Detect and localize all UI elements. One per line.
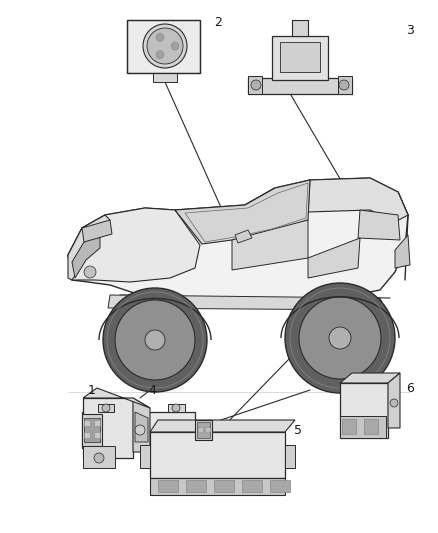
Polygon shape: [72, 232, 100, 278]
Polygon shape: [197, 422, 210, 438]
Circle shape: [171, 42, 179, 50]
Polygon shape: [308, 178, 408, 222]
Polygon shape: [338, 76, 352, 94]
Polygon shape: [108, 295, 385, 310]
Polygon shape: [153, 73, 177, 82]
Bar: [342, 419, 356, 434]
Polygon shape: [340, 373, 400, 383]
Polygon shape: [168, 404, 185, 412]
Circle shape: [329, 327, 351, 349]
Polygon shape: [175, 180, 310, 244]
Circle shape: [198, 427, 204, 433]
Bar: [364, 419, 378, 434]
Circle shape: [147, 28, 183, 64]
Bar: [158, 480, 178, 492]
Polygon shape: [150, 432, 285, 478]
Polygon shape: [195, 420, 212, 440]
Text: 3: 3: [406, 23, 414, 36]
Polygon shape: [280, 42, 320, 72]
Polygon shape: [140, 445, 150, 468]
Polygon shape: [272, 36, 328, 80]
Polygon shape: [68, 208, 200, 282]
Polygon shape: [82, 414, 102, 446]
Circle shape: [299, 297, 381, 379]
Polygon shape: [68, 178, 408, 305]
Bar: [94, 432, 100, 438]
Polygon shape: [150, 420, 295, 432]
Bar: [84, 432, 90, 438]
Circle shape: [156, 34, 164, 42]
Circle shape: [84, 266, 96, 278]
Polygon shape: [340, 383, 388, 438]
Polygon shape: [292, 20, 308, 36]
Polygon shape: [248, 78, 352, 94]
Polygon shape: [83, 398, 133, 458]
Text: 2: 2: [214, 15, 222, 28]
Polygon shape: [388, 373, 400, 428]
Circle shape: [390, 399, 398, 407]
Polygon shape: [127, 20, 200, 73]
Circle shape: [103, 288, 207, 392]
Polygon shape: [285, 445, 295, 468]
Polygon shape: [82, 220, 112, 242]
Bar: [94, 420, 100, 426]
Circle shape: [115, 300, 195, 380]
Circle shape: [102, 404, 110, 412]
Polygon shape: [358, 210, 400, 240]
Bar: [84, 420, 90, 426]
Text: 6: 6: [406, 382, 414, 394]
Circle shape: [145, 330, 165, 350]
Text: 1: 1: [88, 384, 96, 397]
Circle shape: [251, 80, 261, 90]
Polygon shape: [340, 416, 386, 438]
Circle shape: [205, 427, 211, 433]
Circle shape: [339, 80, 349, 90]
Circle shape: [172, 404, 180, 412]
Bar: [186, 480, 206, 492]
Polygon shape: [98, 404, 114, 412]
Polygon shape: [83, 446, 115, 468]
Polygon shape: [150, 478, 285, 495]
Text: 5: 5: [294, 424, 302, 437]
Circle shape: [135, 425, 145, 435]
Bar: [242, 480, 262, 492]
Circle shape: [285, 283, 395, 393]
Circle shape: [94, 453, 104, 463]
Polygon shape: [84, 418, 100, 442]
Polygon shape: [82, 412, 195, 448]
Polygon shape: [232, 220, 308, 270]
Text: 4: 4: [148, 384, 156, 397]
Polygon shape: [235, 230, 252, 243]
Polygon shape: [395, 235, 410, 268]
Circle shape: [156, 51, 164, 59]
Polygon shape: [248, 76, 262, 94]
Polygon shape: [133, 398, 150, 452]
Circle shape: [143, 24, 187, 68]
Polygon shape: [308, 238, 360, 278]
Polygon shape: [68, 215, 110, 280]
Bar: [270, 480, 290, 492]
Polygon shape: [135, 412, 148, 442]
Polygon shape: [83, 388, 150, 408]
Bar: [214, 480, 234, 492]
